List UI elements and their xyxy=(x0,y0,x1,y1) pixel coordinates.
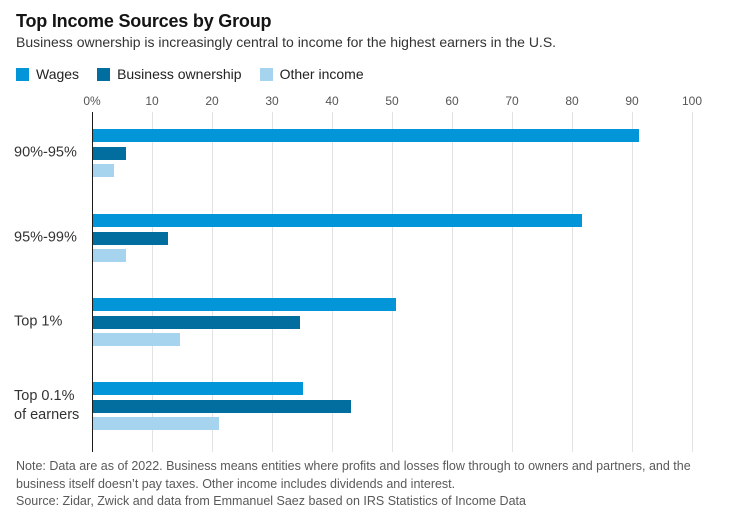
legend-item-business-ownership: Business ownership xyxy=(97,66,242,82)
chart-subtitle: Business ownership is increasingly centr… xyxy=(16,34,557,50)
gridline xyxy=(452,112,453,452)
bar-wages-top-0-1-of-earners xyxy=(93,382,303,395)
legend-label: Wages xyxy=(36,66,80,82)
axis-tick-label: 80 xyxy=(565,94,579,108)
axis-tick-label: 60 xyxy=(445,94,459,108)
axis-tick-label: 0% xyxy=(83,94,101,108)
legend-label: Business ownership xyxy=(117,66,242,82)
legend-swatch-other-income-icon xyxy=(259,67,273,81)
gridline xyxy=(272,112,273,452)
axis-tick-label: 40 xyxy=(325,94,339,108)
bar-wages-top-1 xyxy=(93,298,396,311)
gridline xyxy=(392,112,393,452)
bar-other-income-top-0-1-of-earners xyxy=(93,417,219,430)
legend-item-wages: Wages xyxy=(16,66,79,82)
category-label-top-1: Top 1% xyxy=(14,313,63,330)
note-text: Note: Data are as of 2022. Business mean… xyxy=(16,459,691,491)
gridline xyxy=(152,112,153,452)
bar-business-ownership-top-1 xyxy=(93,315,300,329)
gridline xyxy=(632,112,633,452)
y-axis-line xyxy=(92,112,93,452)
gridline xyxy=(212,112,213,452)
axis-tick-label: 100 xyxy=(681,94,703,108)
axis-tick-label: 20 xyxy=(205,94,219,108)
category-label-95-99: 95%-99% xyxy=(14,229,77,246)
gridline xyxy=(572,112,573,452)
category-label-top-0-1-of-earners: Top 0.1% of earners xyxy=(14,387,80,423)
bar-other-income-95-99 xyxy=(93,249,126,262)
legend-swatch-business-ownership-icon xyxy=(97,67,111,81)
bar-business-ownership-top-0-1-of-earners xyxy=(93,399,351,413)
bar-business-ownership-95-99 xyxy=(93,231,168,245)
category-label-90-95: 90%-95% xyxy=(14,144,77,161)
axis-tick-label: 10 xyxy=(145,94,159,108)
legend-item-other-income: Other income xyxy=(259,66,364,82)
legend-swatch-wages-icon xyxy=(16,67,29,81)
legend-label: Other income xyxy=(279,66,364,82)
bar-other-income-90-95 xyxy=(93,164,114,177)
source-text: Source: Zidar, Zwick and data from Emman… xyxy=(16,494,526,508)
axis-tick-label: 50 xyxy=(385,94,399,108)
axis-tick-label: 30 xyxy=(265,94,279,108)
gridline xyxy=(512,112,513,452)
gridline xyxy=(332,112,333,452)
bar-business-ownership-90-95 xyxy=(93,146,126,160)
bar-other-income-top-1 xyxy=(93,333,180,346)
legend: Wages Business ownership Other income xyxy=(16,66,364,82)
chart-title: Top Income Sources by Group xyxy=(16,11,272,31)
bar-wages-95-99 xyxy=(93,214,582,227)
bar-wages-90-95 xyxy=(93,129,639,142)
gridline xyxy=(692,112,693,452)
axis-tick-label: 90 xyxy=(625,94,639,108)
axis-tick-label: 70 xyxy=(505,94,519,108)
